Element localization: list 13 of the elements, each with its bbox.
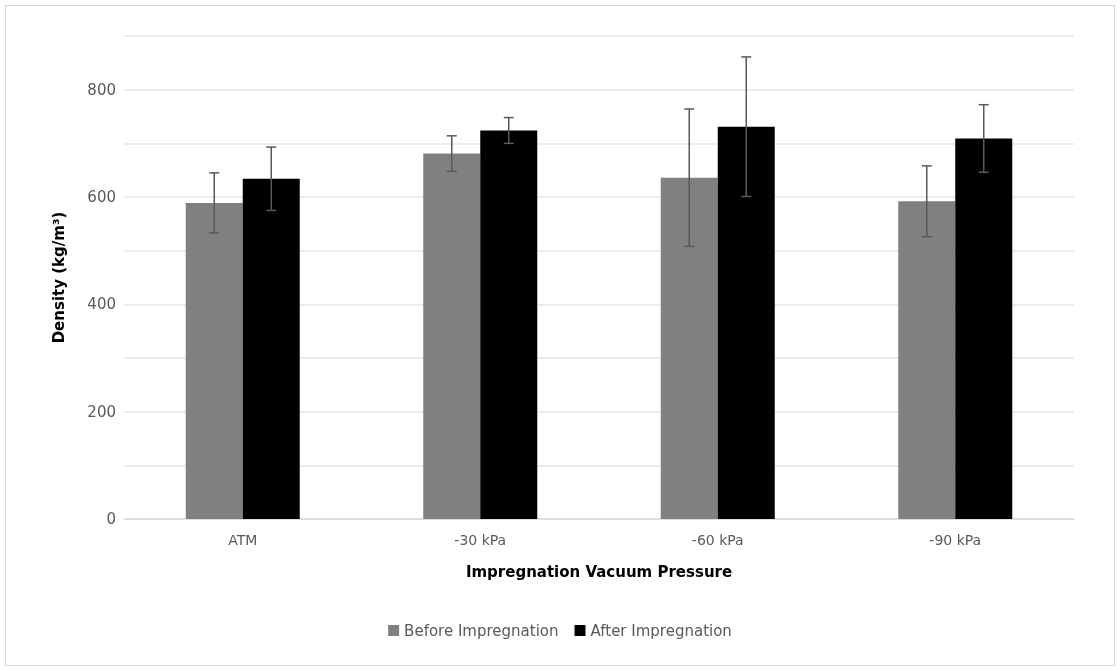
y-tick-label: 200	[87, 402, 116, 421]
legend-label: After Impregnation	[590, 621, 732, 640]
y-axis-title: Density (kg/m³)	[49, 211, 68, 344]
x-tick-label: -90 kPa	[929, 532, 982, 548]
y-tick-label: 800	[87, 80, 116, 99]
x-axis-title: Impregnation Vacuum Pressure	[465, 562, 733, 581]
x-tick-label: -30 kPa	[454, 532, 507, 548]
legend-label: Before Impregnation	[404, 621, 559, 640]
y-tick-label: 600	[87, 188, 116, 206]
y-tick-label: 400	[87, 295, 116, 314]
y-tick-label: 0	[106, 510, 116, 528]
x-tick-label: ATM	[228, 532, 258, 548]
x-tick-label: -60 kPa	[691, 532, 744, 548]
